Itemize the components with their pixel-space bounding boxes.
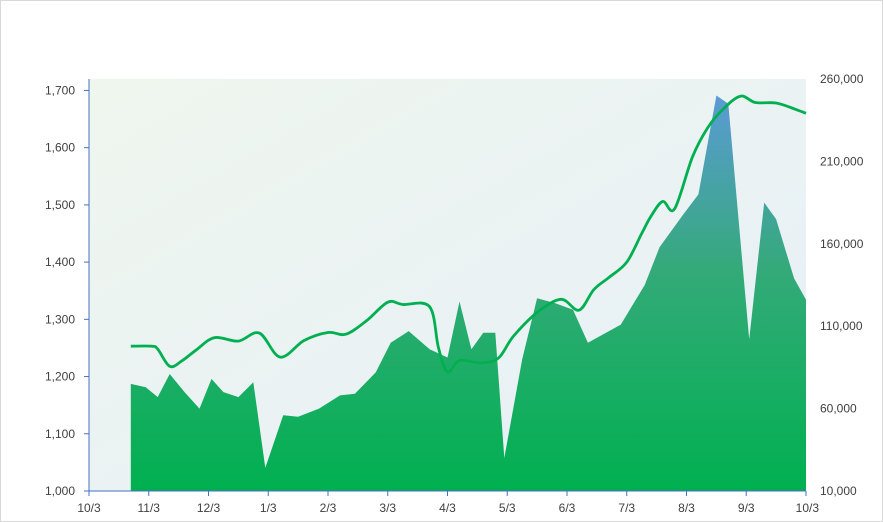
y-right-tick-label: 160,000 xyxy=(820,237,864,251)
x-tick-label: 7/3 xyxy=(618,501,635,515)
y-left-tick-label: 1,300 xyxy=(45,312,75,326)
y-right-tick-label: 10,000 xyxy=(820,484,857,498)
x-tick-label: 10/3 xyxy=(77,501,101,515)
area-series-shape xyxy=(130,95,807,491)
tick-labels: 1,000 1,100 1,200 1,300 1,400 1,500 1,600 1,700… xyxy=(45,72,864,515)
y-left-tick-label: 1,200 xyxy=(45,370,75,384)
x-tick-label: 12/3 xyxy=(197,501,221,515)
x-tick-label: 4/3 xyxy=(439,501,456,515)
line-series xyxy=(130,94,807,374)
y-left-tick-label: 1,100 xyxy=(45,427,75,441)
x-tick-label: 2/3 xyxy=(320,501,337,515)
x-tick-label: 8/3 xyxy=(678,501,695,515)
y-left-tick-label: 1,700 xyxy=(45,83,75,97)
y-right-tick-label: 210,000 xyxy=(820,154,864,168)
y-right-tick-label: 260,000 xyxy=(820,72,864,86)
y-left-tick-label: 1,400 xyxy=(45,255,75,269)
x-tick-label: 1/3 xyxy=(260,501,277,515)
y-left-tick-label: 1,600 xyxy=(45,141,75,155)
y-right-tick-label: 60,000 xyxy=(820,402,857,416)
x-tick-label: 11/3 xyxy=(138,501,161,515)
y-right-tick-label: 110,000 xyxy=(820,319,863,333)
x-tick-label: 5/3 xyxy=(499,501,516,515)
y-left-tick-label: 1,000 xyxy=(45,484,75,498)
y-left-tick-label: 1,500 xyxy=(45,198,75,212)
axes xyxy=(84,79,807,496)
x-tick-label: 9/3 xyxy=(738,501,755,515)
line-series-path xyxy=(130,94,807,374)
area-series xyxy=(130,95,807,491)
x-tick-label: 6/3 xyxy=(559,501,576,515)
x-tick-label: 10/3 xyxy=(796,501,820,515)
x-tick-label: 3/3 xyxy=(379,501,396,515)
